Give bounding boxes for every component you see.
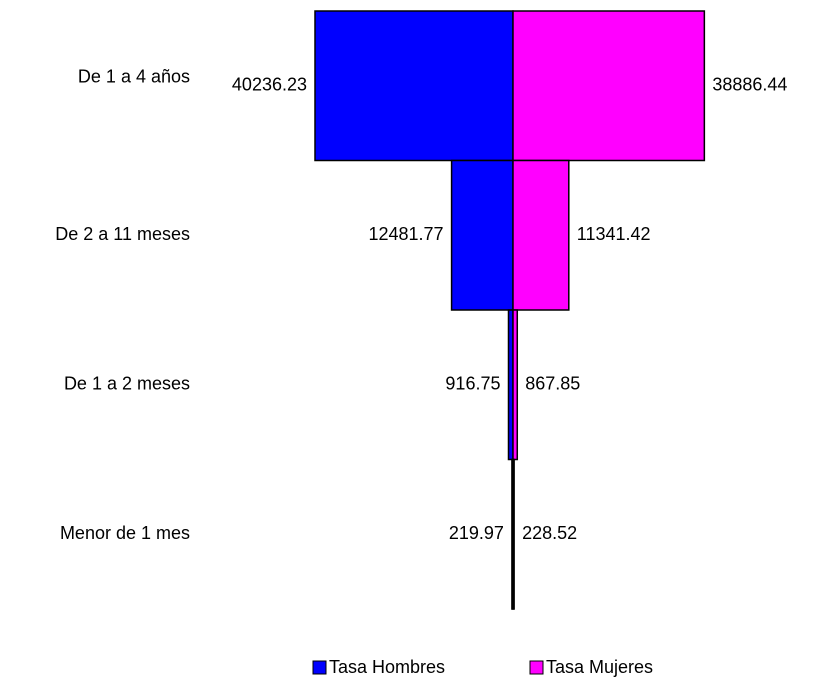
category-label: Menor de 1 mes xyxy=(60,523,190,543)
legend-swatch xyxy=(529,660,544,675)
category-label: De 1 a 4 años xyxy=(78,67,190,87)
value-label: 228.52 xyxy=(522,523,577,543)
bar xyxy=(512,309,519,461)
bar xyxy=(512,159,570,311)
legend-swatch xyxy=(312,660,327,675)
legend-label: Tasa Mujeres xyxy=(546,657,653,677)
category-label: De 2 a 11 meses xyxy=(55,224,190,244)
value-label: 916.75 xyxy=(445,374,500,394)
value-label: 867.85 xyxy=(525,374,580,394)
legend-label: Tasa Hombres xyxy=(329,657,445,677)
value-label: 219.97 xyxy=(449,523,504,543)
bar xyxy=(314,10,514,162)
value-label: 38886.44 xyxy=(712,75,787,95)
category-label: De 1 a 2 meses xyxy=(64,374,190,394)
value-label: 11341.42 xyxy=(577,224,651,244)
bar xyxy=(512,458,515,610)
value-label: 12481.77 xyxy=(368,224,443,244)
bar xyxy=(450,159,514,311)
bar xyxy=(512,10,706,162)
value-label: 40236.23 xyxy=(232,75,307,95)
